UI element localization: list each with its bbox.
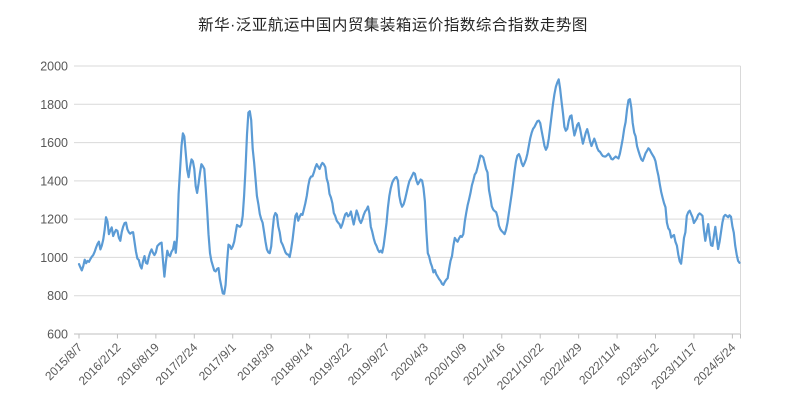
chart-title: 新华·泛亚航运中国内贸集装箱运价指数综合指数走势图 <box>198 17 588 34</box>
y-axis-tick-label: 1800 <box>40 98 68 112</box>
y-axis-tick-label: 1000 <box>40 251 68 265</box>
x-axis-tick-label: 2022/4/29 <box>537 340 585 388</box>
x-axis-tick-label: 2017/2/24 <box>153 340 201 388</box>
y-axis-tick-label: 1600 <box>40 136 68 150</box>
index-series-line <box>77 78 741 295</box>
y-axis-tick-label: 2000 <box>40 60 68 74</box>
x-axis-tick-label: 2019/9/27 <box>345 340 393 388</box>
x-axis-tick-label: 2017/9/1 <box>196 340 239 383</box>
y-axis-tick-label: 1400 <box>40 174 68 188</box>
x-axis-tick-label: 2024/5/24 <box>691 340 739 388</box>
y-axis-tick-label: 600 <box>47 328 68 342</box>
y-axis-tick-label: 800 <box>47 289 68 303</box>
y-axis-tick-label: 1200 <box>40 213 68 227</box>
